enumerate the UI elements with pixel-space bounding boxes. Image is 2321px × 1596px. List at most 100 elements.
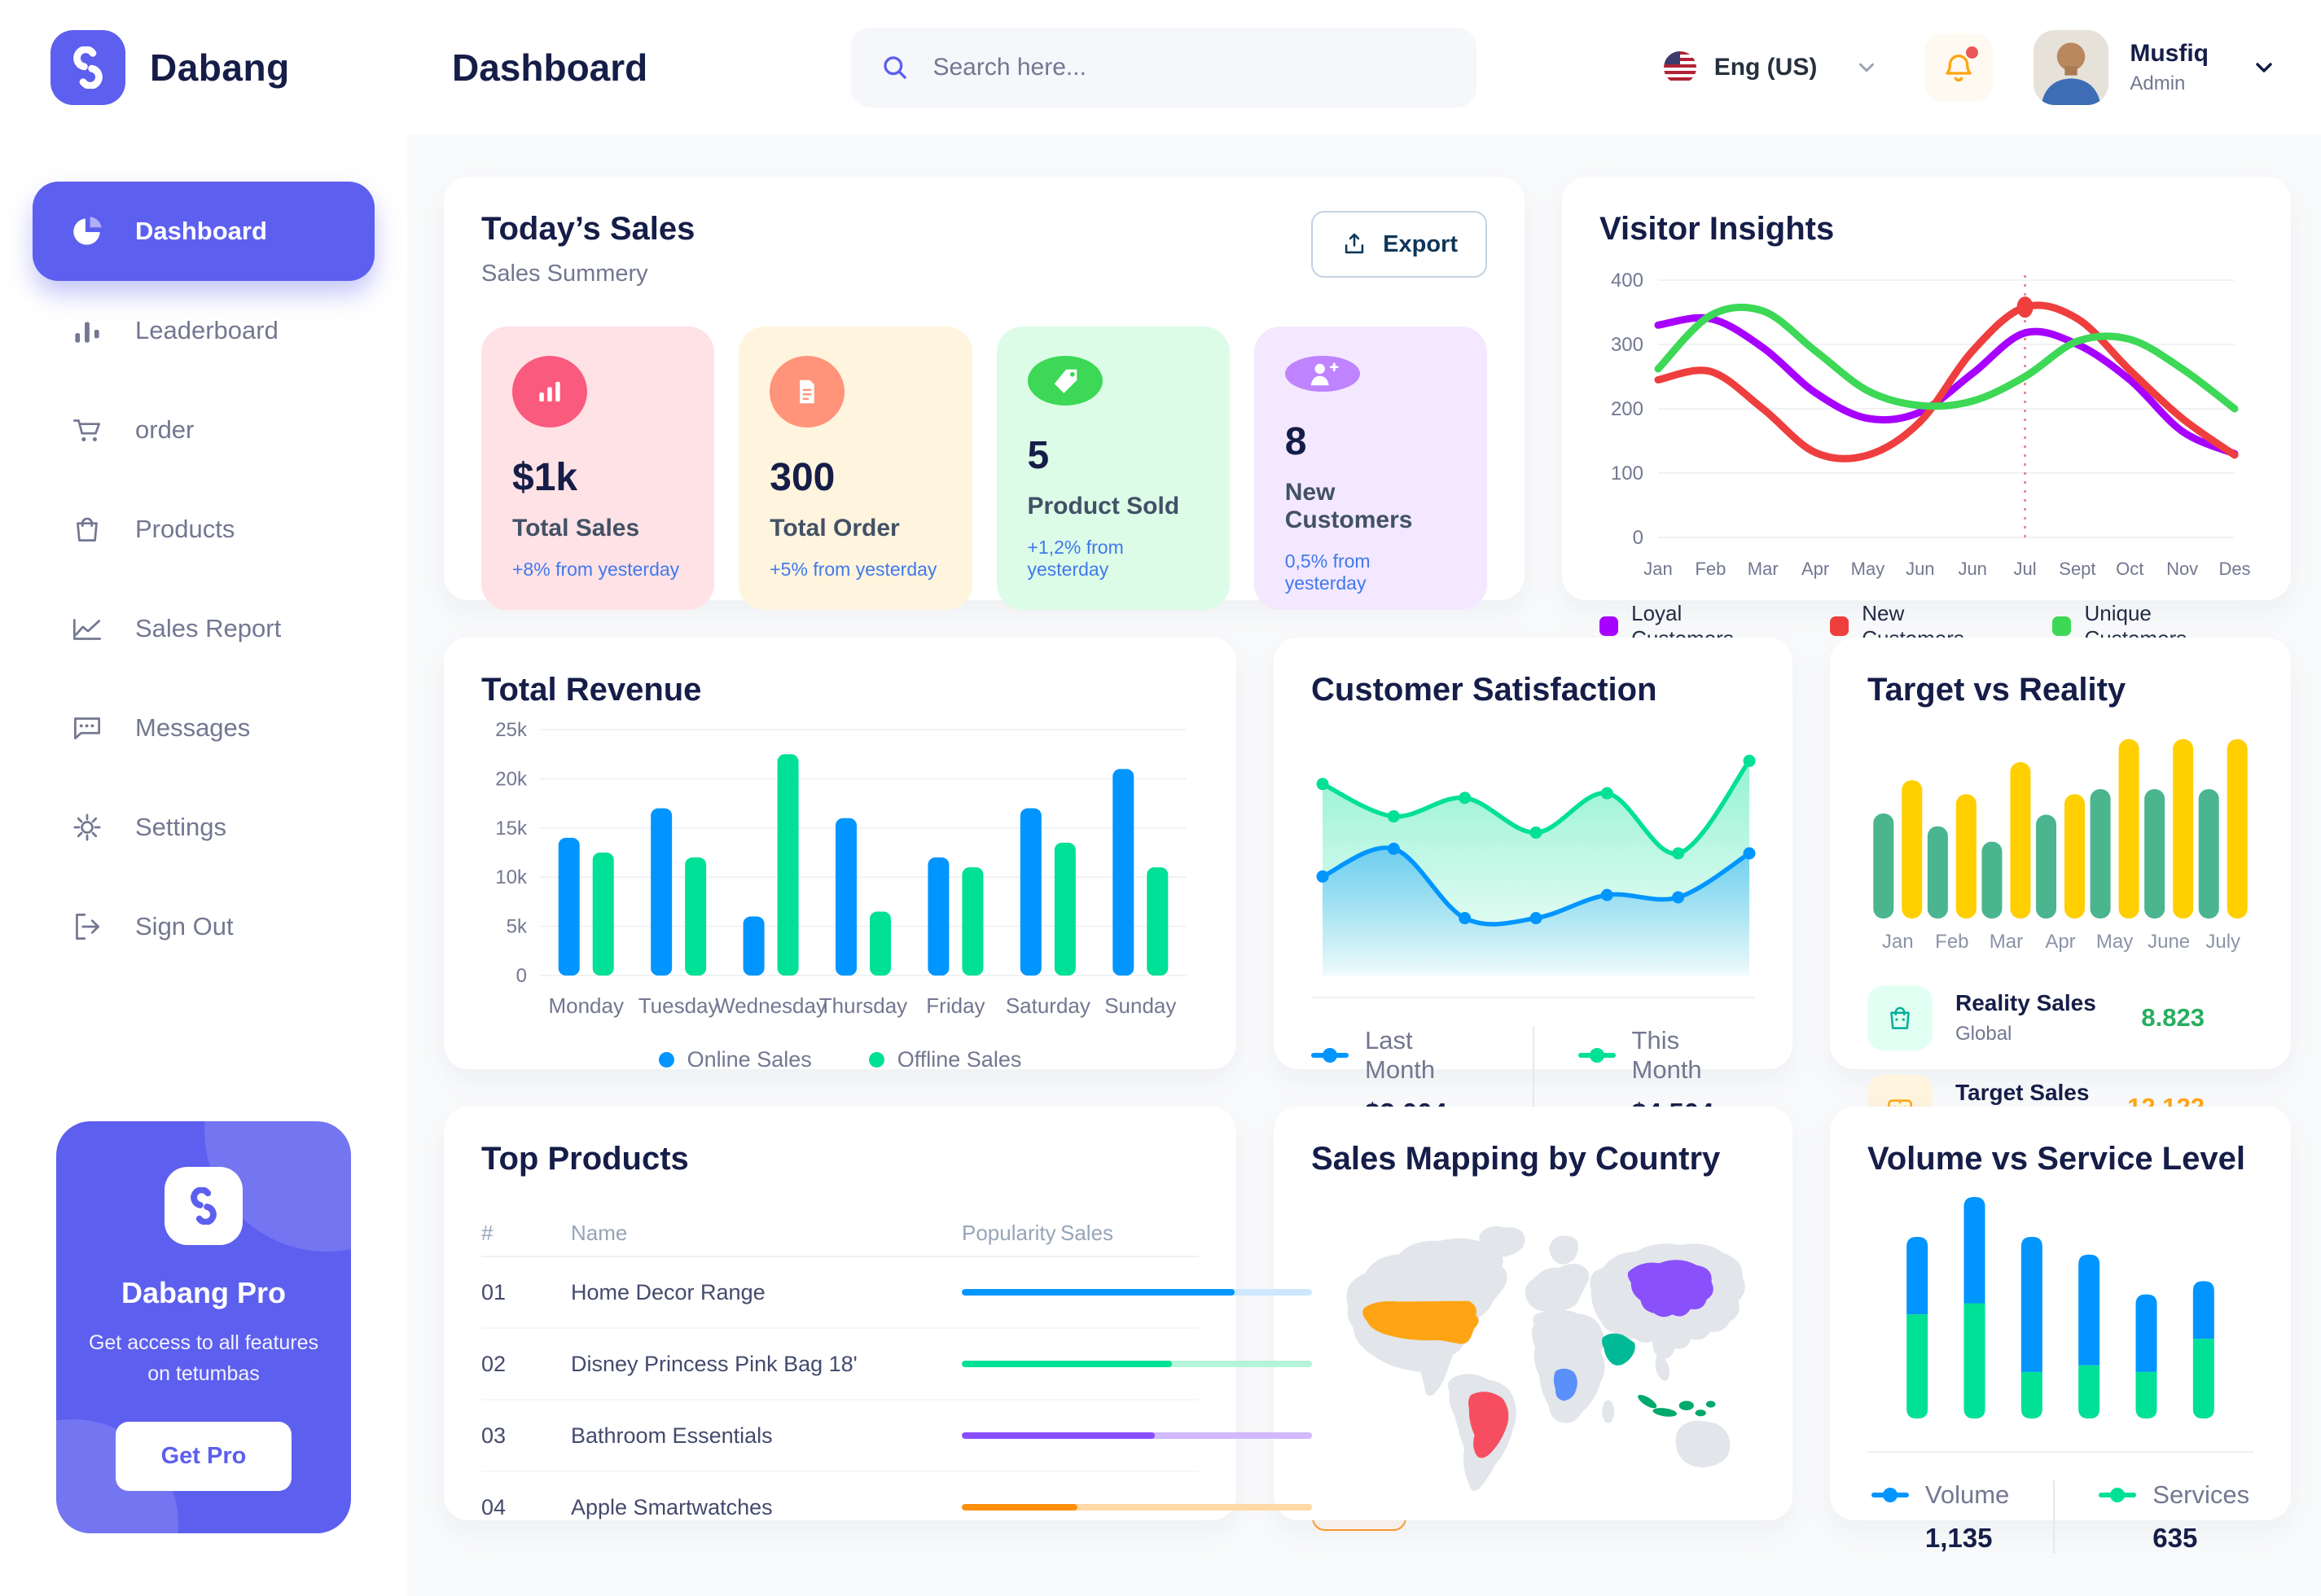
export-button[interactable]: Export [1311, 211, 1487, 278]
stat-delta: +1,2% from yesterday [1027, 537, 1124, 580]
legend-marker [2099, 1488, 2137, 1502]
map-country-china[interactable] [1627, 1260, 1713, 1318]
legend-subtitle: Global [1955, 1023, 2012, 1045]
legend-marker-dot [1323, 1048, 1337, 1063]
sidebar-item-dashboard[interactable]: Dashboard [33, 182, 375, 281]
row-2: Total Revenue 0 5k 10k 15k 20k 25k Monday Tuesd… [444, 638, 2291, 1140]
svg-text:300: 300 [1611, 334, 1643, 356]
row-3: Top Products # Name Popularity Sales 01 H… [444, 1107, 2291, 1554]
svg-text:Wednesday: Wednesday [715, 993, 827, 1018]
total-revenue-chart: 0 5k 10k 15k 20k 25k Monday Tuesday Wednesday Thu… [481, 717, 1199, 1033]
profile-role: Admin [2130, 72, 2186, 94]
search-input[interactable] [931, 52, 1448, 82]
legend-label: Last Month [1365, 1026, 1436, 1084]
pro-logo-icon [165, 1167, 243, 1245]
sidebar-item-label: Messages [135, 713, 251, 742]
svg-text:20k: 20k [495, 768, 528, 790]
sidebar-item-products[interactable]: Products [33, 480, 375, 579]
sidebar-item-sign-out[interactable]: Sign Out [33, 877, 375, 976]
tag-icon [1027, 356, 1103, 406]
stat-label: New Customers [1284, 479, 1413, 533]
product-index: 02 [481, 1351, 507, 1376]
total-revenue-title: Total Revenue [481, 672, 702, 708]
popularity-bar-fill [962, 1432, 1155, 1439]
pro-subtitle: Get access to all features on tetumbas [88, 1331, 319, 1385]
sales-map-title: Sales Mapping by Country [1311, 1141, 1721, 1177]
pie-chart-icon [68, 213, 106, 250]
brand-name: Dabang [150, 46, 290, 89]
top-products-title: Top Products [481, 1141, 689, 1177]
map-country-united-states[interactable] [1362, 1300, 1479, 1344]
svg-text:Jun: Jun [1906, 559, 1934, 579]
export-icon [1345, 233, 1364, 254]
sidebar-item-messages[interactable]: Messages [33, 678, 375, 778]
sidebar-item-leaderboard[interactable]: Leaderboard [33, 281, 375, 380]
legend-divider [2053, 1480, 2056, 1554]
popularity-bar-fill [962, 1289, 1235, 1296]
sidebar-item-sales-report[interactable]: Sales Report [33, 579, 375, 678]
legend-swatch [2052, 616, 2072, 636]
volume-service-chart [1867, 1186, 2253, 1430]
get-pro-button[interactable]: Get Pro [115, 1422, 292, 1491]
legend-label: This Month [1631, 1026, 1702, 1084]
map-country-dem-rep-congo[interactable] [1553, 1368, 1577, 1401]
main-content: Today’s Sales Sales Summery Export $1k To… [407, 134, 2321, 1596]
pro-upsell-card: Dabang Pro Get access to all features on… [56, 1121, 351, 1533]
legend-dot [658, 1052, 674, 1068]
gear-icon [68, 809, 106, 846]
pro-title: Dabang Pro [121, 1276, 287, 1309]
stat-delta: 0,5% from yesterday [1284, 550, 1371, 594]
svg-text:0: 0 [516, 965, 527, 987]
volume-service-card: Volume vs Service Level Volume 1,135 Servi… [1830, 1107, 2291, 1554]
svg-text:10k: 10k [495, 866, 528, 888]
todays-sales-title: Today’s Sales [481, 211, 695, 247]
volume-service-legend: Volume 1,135 Services 635 [1867, 1480, 2253, 1554]
legend-label: Volume [1924, 1480, 2010, 1509]
legend-title: Target Sales [1955, 1080, 2090, 1105]
language-selector[interactable]: Eng (US) [1662, 50, 1880, 86]
divider [1311, 997, 1755, 998]
todays-sales-titles: Today’s Sales Sales Summery [481, 211, 695, 287]
search-bar[interactable] [851, 27, 1477, 107]
svg-text:Jan: Jan [1643, 559, 1672, 579]
sidebar-nav: Dashboard Leaderboard order Products Sales R… [33, 182, 375, 976]
profile-menu[interactable]: Musfiq Admin [2034, 29, 2277, 105]
visitor-insights-chart: 0 100 200 300 400 Jan Feb Mar Apr May Jun Jun Jul Sep… [1599, 256, 2253, 596]
sidebar-item-label: Sales Report [135, 614, 282, 642]
map-country-saudi-arabia[interactable] [1602, 1333, 1635, 1366]
svg-text:Oct: Oct [2116, 559, 2143, 579]
col-name: Name [571, 1220, 628, 1245]
map-madagascar [1602, 1400, 1615, 1423]
sidebar-item-settings[interactable]: Settings [33, 778, 375, 877]
svg-text:Jun: Jun [1958, 559, 1986, 579]
svg-text:100: 100 [1611, 463, 1643, 484]
legend-marker [1871, 1488, 1909, 1502]
stat-cards: $1k Total Sales +8% from yesterday 300 Total… [481, 327, 1487, 610]
svg-text:5k: 5k [507, 916, 528, 938]
notifications-button[interactable] [1924, 33, 1994, 102]
stat-label: Product Sold [1027, 493, 1180, 520]
popularity-bar [962, 1361, 1312, 1367]
volume-service-title: Volume vs Service Level [1867, 1141, 2245, 1177]
language-label: Eng (US) [1713, 53, 1818, 81]
map-country-brazil[interactable] [1468, 1392, 1509, 1458]
popularity-bar [962, 1432, 1312, 1439]
todays-sales-header: Today’s Sales Sales Summery Export [481, 211, 1487, 287]
target-vs-reality-chart: Jan Feb Mar Apr May June July [1867, 717, 2253, 961]
legend-marker-dot [2110, 1488, 2126, 1502]
map-country-indonesia[interactable] [1636, 1392, 1716, 1418]
legend-marker [1577, 1048, 1616, 1063]
svg-text:0: 0 [1633, 527, 1643, 549]
stat-value: 8 [1284, 420, 1307, 463]
svg-text:Nov: Nov [2166, 559, 2198, 579]
product-name: Home Decor Range [571, 1279, 766, 1304]
svg-text:200: 200 [1611, 398, 1643, 420]
legend-dot [868, 1052, 884, 1068]
legend-item-top: Volume [1871, 1480, 2009, 1510]
sidebar-item-order[interactable]: order [33, 380, 375, 480]
sidebar: Dashboard Leaderboard order Products Sales R… [0, 134, 407, 1596]
